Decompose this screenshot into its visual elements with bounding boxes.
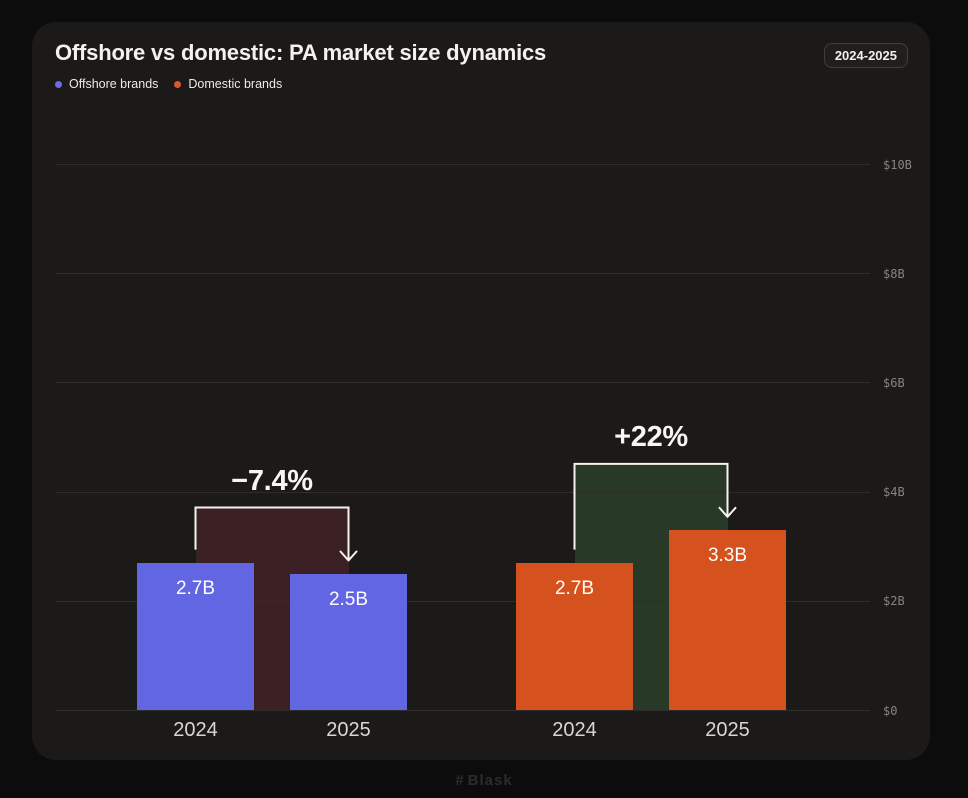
bar-value-label: 3.3B (707, 544, 748, 566)
x-axis-tick-label: 2024 (173, 719, 218, 741)
bar-offshore-2025[interactable]: 2.5B (290, 573, 407, 710)
chart-plot-area: $10B $8B $6B $4B $2B $0 2.7B 2024 2.5B 2025 −7.4% 2… (32, 22, 930, 760)
bar-domestic-2025[interactable]: 3.3B (669, 529, 786, 710)
legend-dot-icon (174, 80, 182, 88)
bar-value-label: 2.7B (554, 577, 595, 599)
bar-domestic-2024[interactable]: 2.7B (516, 562, 633, 710)
legend-item-label: Domestic brands (188, 77, 283, 91)
y-axis-tick-label: $8B (883, 266, 905, 281)
legend-item-offshore-brands[interactable]: Offshore brands (55, 77, 158, 91)
change-percent-label-offshore: −7.4% (231, 464, 313, 497)
period-badge: 2024-2025 (823, 43, 908, 68)
gridline (55, 273, 870, 275)
x-axis-tick-label: 2025 (705, 719, 750, 741)
gridline (55, 382, 870, 384)
legend-dot-icon (55, 80, 62, 88)
legend-item-label: Offshore brands (69, 77, 159, 91)
legend-item-domestic-brands[interactable]: Domestic brands (174, 77, 282, 91)
footer-brand: # Blask (0, 762, 968, 798)
gridline (55, 600, 870, 602)
legend: Offshore brands Domestic brands (55, 77, 282, 91)
blask-logo-icon: # (455, 771, 464, 789)
y-axis-tick-label: $2B (883, 594, 905, 609)
gridline (55, 164, 870, 165)
brand-name: Blask (467, 771, 513, 789)
gridline (55, 491, 870, 493)
gridline (55, 710, 870, 711)
bar-value-label: 2.7B (175, 577, 216, 599)
chart-card: Offshore vs domestic: PA market size dyn… (32, 22, 930, 760)
bar-offshore-2024[interactable]: 2.7B (137, 562, 254, 710)
x-axis-tick-label: 2025 (326, 719, 371, 741)
x-axis-tick-label: 2024 (552, 719, 597, 741)
bar-value-label: 2.5B (328, 588, 369, 610)
y-axis-tick-label: $6B (883, 375, 905, 390)
y-axis-tick-label: $0 (883, 703, 898, 718)
change-percent-label-domestic: +22% (614, 420, 688, 453)
y-axis-tick-label: $10B (883, 157, 912, 172)
y-axis-tick-label: $4B (883, 485, 905, 500)
page-title: Offshore vs domestic: PA market size dyn… (55, 40, 547, 65)
